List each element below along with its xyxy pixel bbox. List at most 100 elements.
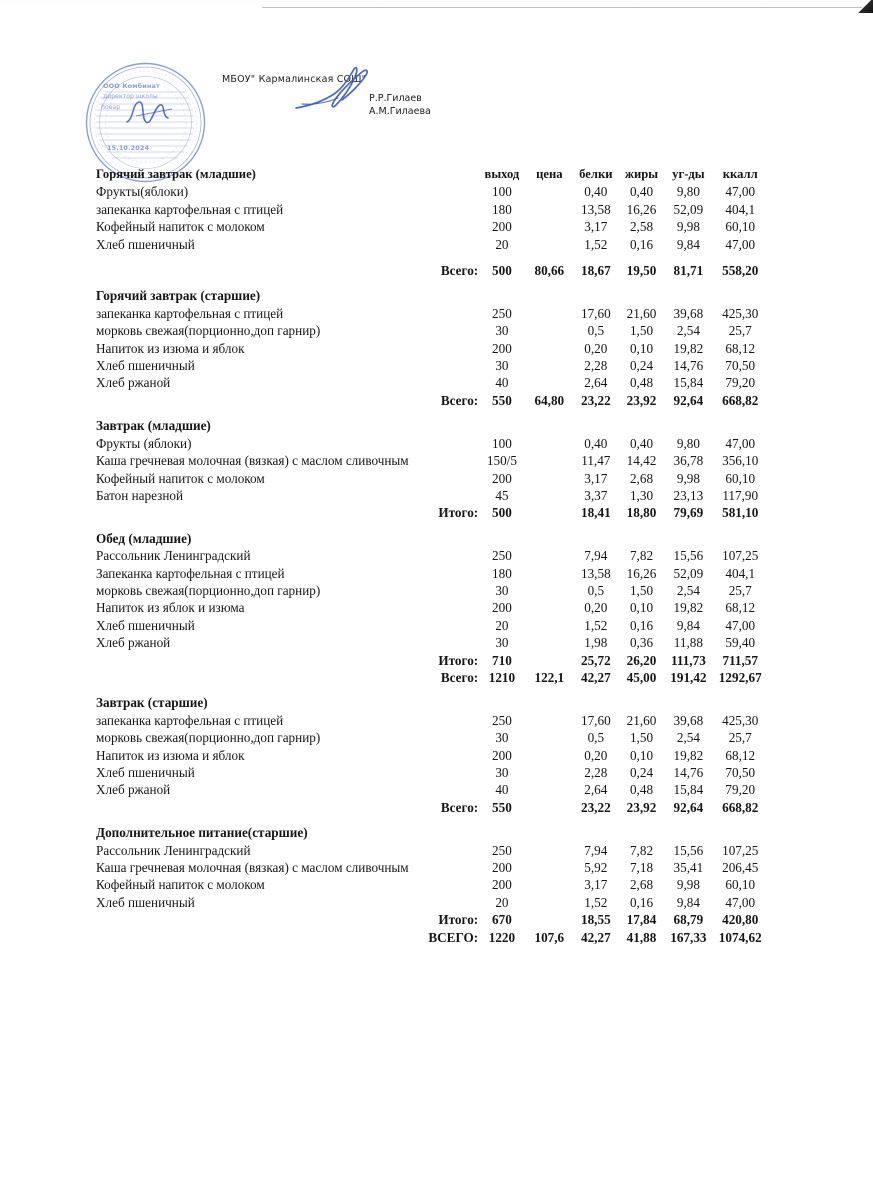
cell-price	[526, 859, 573, 876]
cell-output: 45	[495, 487, 509, 503]
cell-name: Каша гречневая молочная (вязкая) с масло…	[96, 453, 409, 469]
cell-output: 100	[492, 184, 512, 200]
menu-item-row: Кофейный напиток с молоком 200 3,17 2,68 9,9…	[96, 470, 768, 487]
cell-carbs: 68,79	[673, 912, 704, 928]
section-heading-row: Завтрак (младшие)	[96, 409, 768, 434]
cell-fat: 1,30	[629, 487, 654, 503]
menu-item-row: Кофейный напиток с молоком 200 3,17 2,68 9,9…	[96, 876, 768, 893]
totals-row: Всего: 500 80,66 18,67 19,50 81,71 558,20	[96, 262, 768, 279]
cell-fat: 0,16	[629, 236, 654, 252]
cell-label	[409, 729, 479, 746]
cell-protein: 18,41	[580, 505, 611, 521]
cell-kcal: 1292,67	[718, 669, 762, 685]
cell-label	[409, 305, 479, 322]
cell-kcal: 668,82	[722, 799, 759, 815]
cell-kcal: 79,20	[725, 375, 756, 391]
cell-carbs: 52,09	[673, 201, 704, 217]
cell-name: запеканка картофельная с птицей	[96, 201, 284, 217]
cell-label	[409, 686, 479, 711]
cell-output: 30	[495, 323, 509, 339]
cell-carbs	[664, 409, 712, 434]
menu-item-row: Хлеб ржаной 40 2,64 0,48 15,84 79,20	[96, 374, 768, 391]
cell-price	[526, 599, 573, 616]
cell-output: 250	[492, 712, 512, 728]
cell-output: 500	[492, 505, 512, 521]
section-title: Обед (младшие)	[96, 530, 192, 546]
cell-fat: 18,80	[626, 505, 657, 521]
cell-kcal: 68,12	[725, 747, 756, 763]
cell-fat: 1,50	[629, 582, 654, 598]
cell-label	[409, 842, 479, 859]
cell-carbs	[664, 522, 712, 547]
cell-carbs: 19,82	[673, 340, 704, 356]
menu-item-row: Хлеб пшеничный 20 1,52 0,16 9,84 47,00	[96, 894, 768, 911]
cell-protein: 0,20	[584, 600, 608, 616]
cell-protein: 0,5	[587, 582, 605, 598]
cell-carbs: 9,80	[676, 184, 700, 200]
cell-output: 150/5	[486, 453, 517, 469]
cell-protein: 1,52	[584, 236, 608, 252]
cell-carbs: 9,84	[676, 617, 700, 633]
cell-fat: 14,42	[626, 453, 657, 469]
cell-fat	[619, 279, 665, 304]
cell-output: 20	[495, 617, 509, 633]
cell-protein: 13,58	[580, 565, 611, 581]
cell-output: 180	[492, 201, 512, 217]
cell-label	[409, 617, 479, 634]
cell-kcal: 47,00	[725, 435, 756, 451]
cell-carbs: 14,76	[673, 765, 704, 780]
cell-kcal: 47,00	[725, 894, 756, 910]
cell-price	[526, 253, 573, 262]
cell-carbs: 81,71	[673, 263, 704, 279]
cell-name	[96, 253, 409, 262]
cell-price	[526, 876, 573, 893]
cell-fat: 0,10	[629, 340, 654, 356]
cell-label	[409, 547, 479, 564]
cell-protein	[573, 816, 619, 841]
cell-label	[409, 582, 479, 599]
cell-name: морковь свежая(порционно,доп гарнир)	[96, 323, 321, 339]
cell-output: 1220	[488, 929, 516, 945]
cell-fat: 0,10	[629, 600, 654, 616]
cell-kcal: 356,10	[722, 453, 759, 469]
section-title: Горячий завтрак (старшие)	[96, 288, 261, 304]
cell-fat: 0,16	[629, 617, 654, 633]
cell-label	[409, 747, 479, 764]
cell-output: 40	[495, 375, 509, 391]
cell-name: Фрукты (яблоки)	[96, 435, 192, 451]
cell-price	[526, 409, 573, 434]
cell-carbs: 23,13	[673, 487, 704, 503]
cell-price	[526, 617, 573, 634]
menu-item-row: Батон нарезной 45 3,37 1,30 23,13 117,90	[96, 487, 768, 504]
cell-protein	[573, 279, 619, 304]
cell-output: 20	[495, 894, 509, 910]
cell-name: Кофейный напиток с молоком	[96, 470, 265, 486]
cell-fat	[619, 522, 665, 547]
cell-price	[526, 279, 573, 304]
cell-protein: 3,17	[584, 877, 608, 893]
cell-fat	[619, 253, 665, 262]
cell-output	[478, 409, 525, 434]
official-round-stamp	[85, 62, 206, 183]
cell-name	[96, 392, 409, 409]
menu-item-row: Каша гречневая молочная (вязкая) с масло…	[96, 452, 768, 469]
cell-protein: 3,17	[584, 470, 608, 486]
cell-carbs	[664, 253, 712, 262]
cell-fat: 26,20	[626, 652, 657, 668]
cell-protein	[573, 522, 619, 547]
cell-price	[526, 504, 573, 521]
cell-protein: 0,5	[587, 323, 605, 339]
cell-label	[409, 279, 479, 304]
totals-row: Всего: 1210 122,1 42,27 45,00 191,42 1292,67	[96, 669, 768, 686]
cell-label: Всего:	[440, 392, 479, 408]
cell-kcal	[712, 686, 768, 711]
cell-fat: 21,60	[626, 712, 657, 728]
cell-carbs: 79,69	[673, 505, 704, 521]
cell-kcal: 425,30	[722, 305, 759, 321]
cell-price	[526, 374, 573, 391]
cell-price	[526, 652, 573, 669]
cell-name: Фрукты(яблоки)	[96, 184, 189, 200]
cell-output: 200	[492, 600, 512, 616]
cell-kcal	[712, 279, 768, 304]
cell-protein: 0,40	[584, 184, 608, 200]
